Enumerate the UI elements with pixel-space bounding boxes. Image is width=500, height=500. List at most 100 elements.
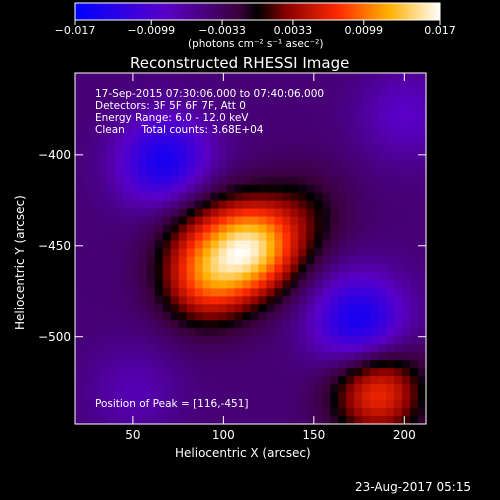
heatmap-cell <box>154 184 164 194</box>
heatmap-cell <box>418 200 427 210</box>
heatmap-cell <box>338 336 347 345</box>
heatmap-cell <box>202 160 212 170</box>
heatmap-cell <box>90 416 100 425</box>
heatmap-cell <box>162 176 172 186</box>
heatmap-cell <box>354 232 363 242</box>
heatmap-cell <box>266 344 276 353</box>
heatmap-cell <box>98 272 108 282</box>
heatmap-cell <box>194 88 204 98</box>
heatmap-cell <box>146 104 156 114</box>
heatmap-cell <box>138 208 148 218</box>
heatmap-cell <box>154 288 164 297</box>
heatmap-cell <box>274 224 284 234</box>
heatmap-cell <box>138 80 148 90</box>
heatmap-cell <box>202 112 212 122</box>
heatmap-cell <box>298 256 307 266</box>
heatmap-cell <box>146 200 156 210</box>
heatmap-cell <box>130 224 140 234</box>
heatmap-cell <box>314 408 323 417</box>
heatmap-cell <box>322 208 331 218</box>
heatmap-cell <box>386 104 395 114</box>
heatmap-cell <box>154 392 164 401</box>
heatmap-cell <box>130 400 140 409</box>
heatmap-cell <box>306 360 315 369</box>
heatmap-cell <box>75 320 84 329</box>
heatmap-cell <box>202 328 212 337</box>
heatmap-cell <box>418 320 427 329</box>
heatmap-cell <box>114 152 124 162</box>
heatmap-cell <box>178 392 188 401</box>
heatmap-cell <box>386 152 395 162</box>
heatmap-cell <box>386 264 395 274</box>
heatmap-cell <box>346 352 355 361</box>
info-line-2: Detectors: 3F 5F 6F 7F, Att 0 <box>95 100 246 112</box>
heatmap-cell <box>354 144 363 154</box>
heatmap-cell <box>234 416 244 425</box>
heatmap-cell <box>290 288 299 297</box>
heatmap-cell <box>154 152 164 162</box>
heatmap-cell <box>75 216 84 226</box>
heatmap-cell <box>234 376 244 385</box>
heatmap-cell <box>170 344 180 353</box>
heatmap-cell <box>98 192 108 202</box>
heatmap-cell <box>122 288 132 297</box>
heatmap-cell <box>274 232 284 242</box>
heatmap-cell <box>282 112 291 122</box>
heatmap-cell <box>170 320 180 329</box>
heatmap-cell <box>122 408 132 417</box>
heatmap-cell <box>290 88 299 98</box>
heatmap-cell <box>410 80 419 90</box>
heatmap-cell <box>290 312 299 321</box>
heatmap-cell <box>378 224 387 234</box>
heatmap-cell <box>178 176 188 186</box>
heatmap-cell <box>362 120 371 130</box>
heatmap-cell <box>394 88 403 98</box>
heatmap-cell <box>138 280 148 289</box>
heatmap-cell <box>218 128 228 138</box>
heatmap-cell <box>218 184 228 194</box>
heatmap-cell <box>194 400 204 409</box>
heatmap-cell <box>290 192 299 202</box>
heatmap-cell <box>146 208 156 218</box>
heatmap-cell <box>130 344 140 353</box>
heatmap-cell <box>338 416 347 425</box>
heatmap-cell <box>378 176 387 186</box>
heatmap-cell <box>250 88 260 98</box>
heatmap-cell <box>122 240 132 250</box>
heatmap-cell <box>210 192 220 202</box>
heatmap-cell <box>330 112 339 122</box>
heatmap-cell <box>354 192 363 202</box>
heatmap-cell <box>402 152 411 162</box>
heatmap-cell <box>362 328 371 337</box>
heatmap-cell <box>210 408 220 417</box>
heatmap-cell <box>394 400 403 409</box>
heatmap-cell <box>130 96 140 106</box>
heatmap-cell <box>274 312 284 321</box>
heatmap-cell <box>258 224 268 234</box>
heatmap-cell <box>386 272 395 282</box>
heatmap-cell <box>402 280 411 289</box>
heatmap-cell <box>266 73 276 82</box>
heatmap-cell <box>106 152 116 162</box>
heatmap-cell <box>354 344 363 353</box>
heatmap-cell <box>90 208 100 218</box>
heatmap-cell <box>114 304 124 313</box>
heatmap-cell <box>290 208 299 218</box>
heatmap-cell <box>170 128 180 138</box>
heatmap-cell <box>186 344 196 353</box>
heatmap-cell <box>346 128 355 138</box>
heatmap-cell <box>322 384 331 393</box>
heatmap-cell <box>82 224 92 234</box>
heatmap-cell <box>322 328 331 337</box>
heatmap-cell <box>226 400 236 409</box>
heatmap-cell <box>266 200 276 210</box>
heatmap-cell <box>106 200 116 210</box>
heatmap-cell <box>122 352 132 361</box>
heatmap-cell <box>138 416 148 425</box>
heatmap-cell <box>298 160 307 170</box>
heatmap-cell <box>114 312 124 321</box>
heatmap-cell <box>370 136 379 146</box>
heatmap-cell <box>314 80 323 90</box>
heatmap-cell <box>362 88 371 98</box>
heatmap-cell <box>202 184 212 194</box>
